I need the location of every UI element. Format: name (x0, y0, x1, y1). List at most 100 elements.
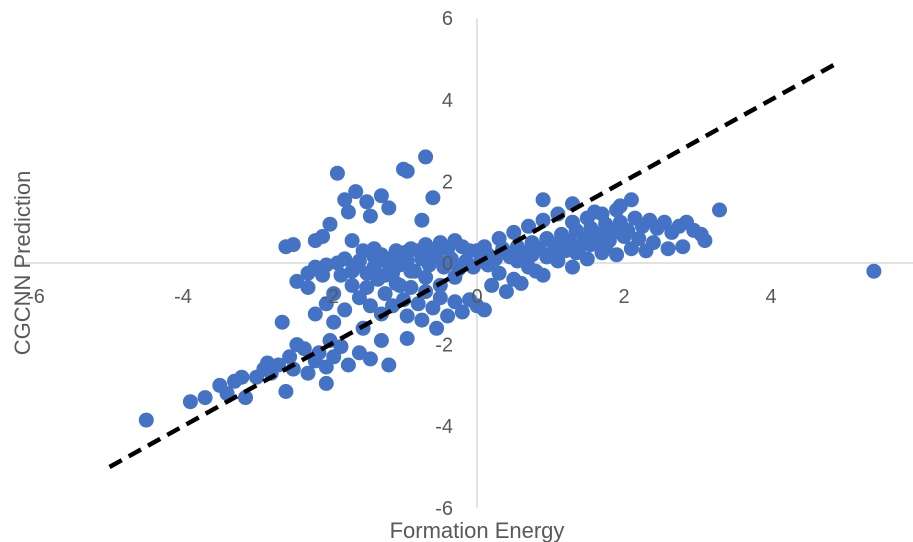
data-point (616, 229, 632, 244)
data-point (373, 188, 389, 204)
data-point (579, 251, 595, 267)
x-tick-label: 4 (765, 286, 776, 308)
data-point (524, 247, 540, 263)
data-point (432, 290, 448, 306)
data-point (609, 202, 625, 218)
data-point (403, 263, 419, 279)
data-point (278, 239, 294, 255)
data-point (712, 202, 727, 218)
data-point (278, 384, 294, 399)
data-point (631, 231, 647, 246)
data-point (333, 339, 349, 355)
data-point (594, 206, 610, 222)
data-point (329, 165, 345, 181)
data-point (498, 284, 514, 300)
data-point (362, 298, 378, 314)
data-point (609, 247, 625, 263)
data-point (554, 241, 569, 257)
data-point (138, 412, 154, 428)
y-tick-label: -4 (435, 416, 453, 438)
y-axis-title: CGCNN Prediction (10, 171, 35, 356)
data-point (300, 280, 316, 295)
data-point (509, 253, 525, 269)
data-point (469, 243, 485, 259)
data-point (399, 308, 415, 324)
data-point (568, 245, 584, 261)
data-point (366, 241, 382, 257)
data-point (506, 224, 522, 240)
data-point (399, 331, 415, 346)
data-point (337, 251, 353, 267)
data-points (138, 149, 882, 428)
data-point (403, 280, 419, 295)
data-point (697, 233, 713, 249)
data-point (234, 369, 250, 385)
data-point (289, 273, 305, 289)
data-point (238, 390, 253, 406)
x-tick-label: 0 (471, 286, 482, 308)
data-point (197, 390, 213, 406)
data-point (377, 267, 393, 283)
data-point (348, 257, 364, 273)
data-point (326, 314, 342, 330)
data-point (381, 200, 397, 216)
x-tick-label: 2 (618, 286, 629, 308)
data-point (326, 286, 342, 302)
data-point (535, 212, 551, 228)
data-point (513, 275, 529, 291)
y-tick-label: -6 (435, 498, 453, 520)
reference-line-group (108, 61, 839, 469)
data-point (454, 304, 470, 320)
data-point (399, 163, 415, 179)
data-point (565, 214, 580, 230)
data-point (282, 349, 298, 365)
data-point (366, 259, 382, 275)
data-point (351, 345, 367, 361)
data-point (535, 192, 551, 208)
x-tick-label: -4 (174, 286, 192, 308)
data-point (660, 241, 676, 257)
data-point (645, 235, 661, 251)
data-point (598, 239, 614, 255)
data-point (318, 375, 334, 391)
data-point (377, 253, 393, 269)
data-point (414, 212, 430, 228)
data-point (476, 302, 492, 318)
data-point (307, 233, 323, 249)
data-point (866, 263, 882, 279)
x-tick-label: -2 (321, 286, 339, 308)
x-tick-label: -6 (27, 286, 45, 308)
data-point (528, 263, 544, 279)
data-point (348, 184, 364, 200)
data-point (377, 286, 393, 302)
data-point (579, 210, 595, 226)
data-point (274, 314, 290, 330)
data-point (410, 296, 426, 312)
data-point (491, 265, 507, 281)
data-point (418, 149, 434, 165)
data-point (296, 341, 312, 357)
reference-line (108, 61, 839, 469)
data-point (425, 190, 441, 206)
y-tick-label: 6 (442, 8, 453, 30)
data-point (340, 357, 356, 373)
data-point (414, 312, 430, 328)
data-point (429, 320, 445, 336)
data-point (344, 233, 360, 249)
data-point (362, 351, 378, 367)
y-tick-label: -2 (435, 335, 453, 357)
data-point (418, 269, 434, 285)
data-point (440, 308, 456, 324)
data-point (351, 290, 367, 306)
data-point (381, 357, 397, 373)
y-tick-label: 2 (442, 171, 453, 193)
data-point (340, 204, 356, 220)
data-point (300, 365, 316, 381)
data-point (333, 267, 349, 283)
data-point (182, 394, 198, 410)
y-tick-label: 4 (442, 90, 453, 112)
data-point (373, 333, 389, 348)
